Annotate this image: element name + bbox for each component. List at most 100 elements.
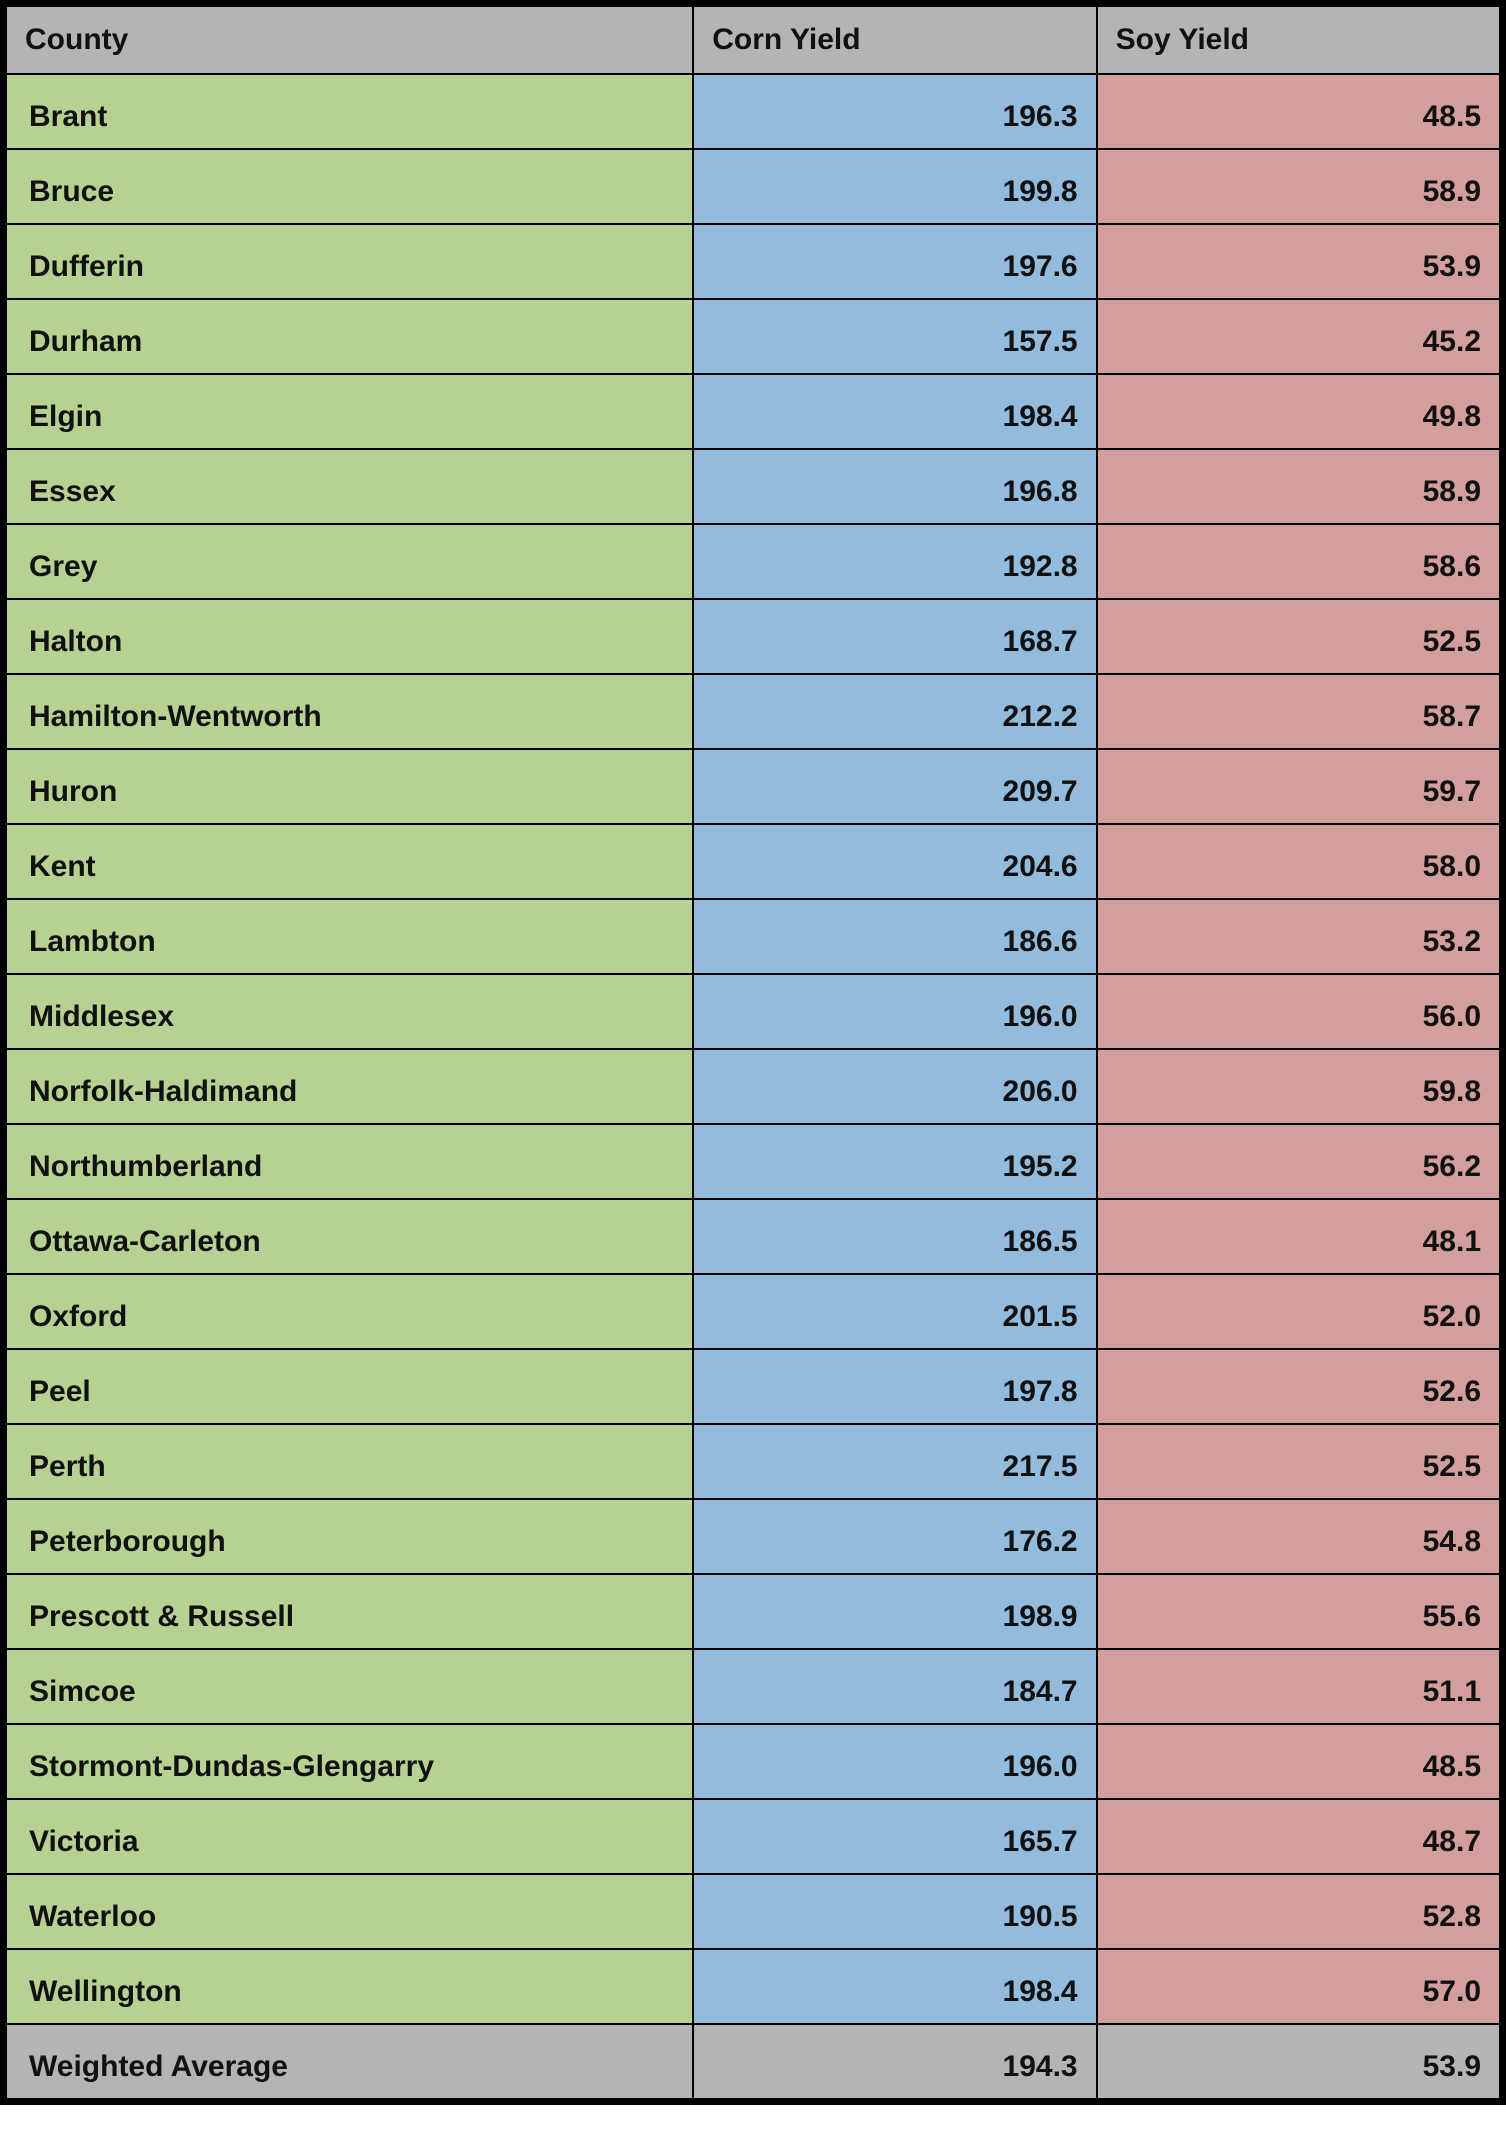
table-row: Huron209.759.7 bbox=[6, 749, 1500, 824]
table-row: Essex196.858.9 bbox=[6, 449, 1500, 524]
corn-yield-cell: 196.8 bbox=[693, 449, 1096, 524]
table-row: Norfolk-Haldimand206.059.8 bbox=[6, 1049, 1500, 1124]
soy-yield-cell: 45.2 bbox=[1097, 299, 1500, 374]
table-row: Bruce199.858.9 bbox=[6, 149, 1500, 224]
corn-yield-cell: 198.4 bbox=[693, 374, 1096, 449]
soy-yield-cell: 58.9 bbox=[1097, 449, 1500, 524]
county-cell: Victoria bbox=[6, 1799, 693, 1874]
table-row: Victoria165.748.7 bbox=[6, 1799, 1500, 1874]
table-footer: Weighted Average 194.3 53.9 bbox=[6, 2024, 1500, 2099]
county-cell: Bruce bbox=[6, 149, 693, 224]
county-cell: Wellington bbox=[6, 1949, 693, 2024]
county-cell: Elgin bbox=[6, 374, 693, 449]
county-cell: Peel bbox=[6, 1349, 693, 1424]
soy-yield-cell: 57.0 bbox=[1097, 1949, 1500, 2024]
header-row: County Corn Yield Soy Yield bbox=[6, 6, 1500, 74]
corn-yield-cell: 197.6 bbox=[693, 224, 1096, 299]
header-county: County bbox=[6, 6, 693, 74]
corn-yield-cell: 196.0 bbox=[693, 974, 1096, 1049]
soy-yield-cell: 52.8 bbox=[1097, 1874, 1500, 1949]
soy-yield-cell: 58.0 bbox=[1097, 824, 1500, 899]
corn-yield-cell: 190.5 bbox=[693, 1874, 1096, 1949]
county-cell: Northumberland bbox=[6, 1124, 693, 1199]
table-row: Stormont-Dundas-Glengarry196.048.5 bbox=[6, 1724, 1500, 1799]
county-cell: Durham bbox=[6, 299, 693, 374]
soy-yield-cell: 54.8 bbox=[1097, 1499, 1500, 1574]
soy-yield-cell: 53.2 bbox=[1097, 899, 1500, 974]
footer-row: Weighted Average 194.3 53.9 bbox=[6, 2024, 1500, 2099]
table-row: Brant196.348.5 bbox=[6, 74, 1500, 149]
corn-yield-cell: 196.3 bbox=[693, 74, 1096, 149]
county-cell: Lambton bbox=[6, 899, 693, 974]
footer-label: Weighted Average bbox=[6, 2024, 693, 2099]
table-row: Ottawa-Carleton186.548.1 bbox=[6, 1199, 1500, 1274]
table-row: Durham157.545.2 bbox=[6, 299, 1500, 374]
corn-yield-cell: 204.6 bbox=[693, 824, 1096, 899]
corn-yield-cell: 176.2 bbox=[693, 1499, 1096, 1574]
county-cell: Brant bbox=[6, 74, 693, 149]
table-row: Northumberland195.256.2 bbox=[6, 1124, 1500, 1199]
corn-yield-cell: 192.8 bbox=[693, 524, 1096, 599]
corn-yield-cell: 196.0 bbox=[693, 1724, 1096, 1799]
yield-table-container: County Corn Yield Soy Yield Brant196.348… bbox=[0, 0, 1506, 2105]
table-row: Grey192.858.6 bbox=[6, 524, 1500, 599]
county-cell: Oxford bbox=[6, 1274, 693, 1349]
soy-yield-cell: 48.5 bbox=[1097, 74, 1500, 149]
corn-yield-cell: 199.8 bbox=[693, 149, 1096, 224]
soy-yield-cell: 52.0 bbox=[1097, 1274, 1500, 1349]
soy-yield-cell: 59.7 bbox=[1097, 749, 1500, 824]
corn-yield-cell: 198.4 bbox=[693, 1949, 1096, 2024]
soy-yield-cell: 58.7 bbox=[1097, 674, 1500, 749]
soy-yield-cell: 52.5 bbox=[1097, 1424, 1500, 1499]
county-cell: Huron bbox=[6, 749, 693, 824]
corn-yield-cell: 209.7 bbox=[693, 749, 1096, 824]
county-cell: Prescott & Russell bbox=[6, 1574, 693, 1649]
table-row: Dufferin197.653.9 bbox=[6, 224, 1500, 299]
corn-yield-cell: 186.5 bbox=[693, 1199, 1096, 1274]
corn-yield-cell: 212.2 bbox=[693, 674, 1096, 749]
county-cell: Hamilton-Wentworth bbox=[6, 674, 693, 749]
soy-yield-cell: 48.1 bbox=[1097, 1199, 1500, 1274]
soy-yield-cell: 53.9 bbox=[1097, 224, 1500, 299]
corn-yield-cell: 157.5 bbox=[693, 299, 1096, 374]
county-cell: Grey bbox=[6, 524, 693, 599]
table-row: Prescott & Russell198.955.6 bbox=[6, 1574, 1500, 1649]
soy-yield-cell: 52.5 bbox=[1097, 599, 1500, 674]
table-row: Peterborough176.254.8 bbox=[6, 1499, 1500, 1574]
soy-yield-cell: 58.9 bbox=[1097, 149, 1500, 224]
footer-soy: 53.9 bbox=[1097, 2024, 1500, 2099]
corn-yield-cell: 197.8 bbox=[693, 1349, 1096, 1424]
corn-yield-cell: 217.5 bbox=[693, 1424, 1096, 1499]
county-cell: Stormont-Dundas-Glengarry bbox=[6, 1724, 693, 1799]
header-soy-yield: Soy Yield bbox=[1097, 6, 1500, 74]
soy-yield-cell: 49.8 bbox=[1097, 374, 1500, 449]
county-cell: Ottawa-Carleton bbox=[6, 1199, 693, 1274]
corn-yield-cell: 195.2 bbox=[693, 1124, 1096, 1199]
corn-yield-cell: 198.9 bbox=[693, 1574, 1096, 1649]
soy-yield-cell: 48.7 bbox=[1097, 1799, 1500, 1874]
footer-corn: 194.3 bbox=[693, 2024, 1096, 2099]
corn-yield-cell: 186.6 bbox=[693, 899, 1096, 974]
soy-yield-cell: 51.1 bbox=[1097, 1649, 1500, 1724]
soy-yield-cell: 56.0 bbox=[1097, 974, 1500, 1049]
county-cell: Simcoe bbox=[6, 1649, 693, 1724]
county-cell: Kent bbox=[6, 824, 693, 899]
table-row: Oxford201.552.0 bbox=[6, 1274, 1500, 1349]
corn-yield-cell: 168.7 bbox=[693, 599, 1096, 674]
county-cell: Essex bbox=[6, 449, 693, 524]
table-row: Peel197.852.6 bbox=[6, 1349, 1500, 1424]
yield-table: County Corn Yield Soy Yield Brant196.348… bbox=[5, 5, 1501, 2100]
table-body: Brant196.348.5Bruce199.858.9Dufferin197.… bbox=[6, 74, 1500, 2024]
soy-yield-cell: 56.2 bbox=[1097, 1124, 1500, 1199]
table-row: Lambton186.653.2 bbox=[6, 899, 1500, 974]
table-row: Perth217.552.5 bbox=[6, 1424, 1500, 1499]
county-cell: Norfolk-Haldimand bbox=[6, 1049, 693, 1124]
soy-yield-cell: 52.6 bbox=[1097, 1349, 1500, 1424]
county-cell: Peterborough bbox=[6, 1499, 693, 1574]
county-cell: Halton bbox=[6, 599, 693, 674]
county-cell: Middlesex bbox=[6, 974, 693, 1049]
table-row: Middlesex196.056.0 bbox=[6, 974, 1500, 1049]
table-row: Wellington198.457.0 bbox=[6, 1949, 1500, 2024]
soy-yield-cell: 55.6 bbox=[1097, 1574, 1500, 1649]
soy-yield-cell: 48.5 bbox=[1097, 1724, 1500, 1799]
